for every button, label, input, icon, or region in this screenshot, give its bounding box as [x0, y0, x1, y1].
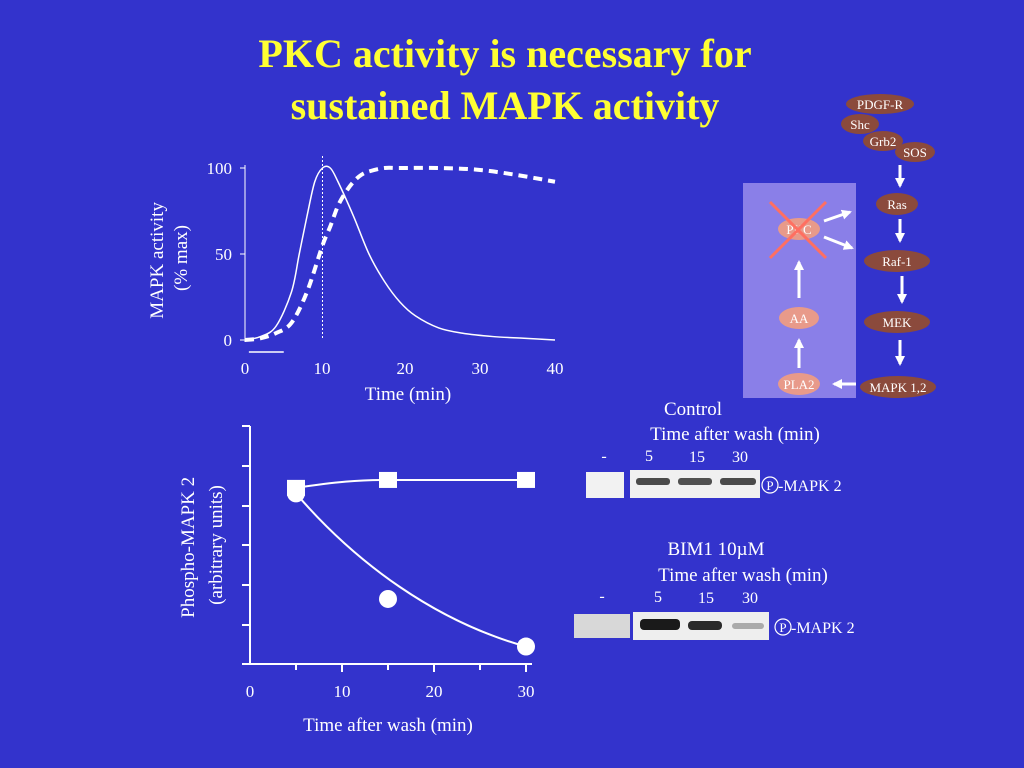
slide-title: PKC activity is necessary for sustained … [150, 28, 860, 132]
bim1-blot-labels: BIM1 10µM Time after wash (min) - 5 15 3… [599, 539, 854, 637]
control-blot-image [586, 470, 760, 498]
chart2-point-circle [517, 637, 535, 656]
node-sos-label: SOS [903, 145, 927, 160]
chart2-point-circle [287, 484, 305, 503]
control-blot-labels: Control Time after wash (min) - 5 15 30 … [601, 399, 841, 495]
chart2-y-ticks [242, 425, 250, 665]
bim1-blot-image [574, 612, 769, 640]
bim1-band [732, 623, 764, 629]
control-lane-label: 30 [732, 449, 748, 466]
chart2-x-axis-label: Time after wash (min) [303, 715, 473, 736]
node-mapk-1-2 [860, 376, 936, 398]
arrow-pkc-raf [823, 235, 854, 250]
control-blot-title: Control [664, 399, 722, 420]
control-phospho-symbol: P [766, 478, 773, 493]
chart2-x-ticks [295, 664, 527, 672]
chart1-series-dashed-line [244, 165, 556, 342]
node-aa [779, 307, 819, 329]
chart1-ytick-label: 0 [224, 331, 233, 350]
chart2-series-group [287, 471, 535, 656]
chart1-y-label-line2: (% max) [171, 225, 192, 291]
node-grb2-label: Grb2 [870, 134, 897, 149]
control-blot-lane-minus [586, 472, 624, 498]
bim1-blot-subtitle: Time after wash (min) [658, 565, 828, 586]
chart1-ytick-label: 50 [215, 245, 232, 264]
bim1-lane-label: 30 [742, 590, 758, 607]
chart1-x-axis-label: Time (min) [365, 384, 451, 405]
control-band [678, 478, 712, 485]
chart1-xtick-label: 20 [397, 359, 414, 378]
node-ras [876, 193, 918, 215]
arrow-pkc-ras [823, 209, 852, 223]
bim1-lane-label: 5 [654, 589, 662, 606]
pkc-inhibited-cross-icon [768, 200, 828, 260]
bim1-band [688, 621, 722, 630]
chart2-point-square [517, 471, 535, 488]
title-line-1: PKC activity is necessary for [258, 31, 752, 76]
bim1-band [640, 619, 680, 630]
node-grb2 [863, 131, 903, 151]
bim1-lane-label: - [599, 588, 604, 605]
chart1-y-axis-label: MAPK activity (% max) [147, 197, 192, 318]
chart2-xtick-label: 30 [518, 682, 535, 701]
bim1-lane-label: 15 [698, 590, 714, 607]
mapk-activity-chart: 100 50 0 0 10 20 30 40 Time (min) MAPK a… [147, 156, 564, 405]
bim1-blot-protein-label: -MAPK 2 [791, 620, 855, 637]
node-shc [841, 114, 879, 134]
control-lane-label: - [601, 448, 606, 465]
chart1-xtick-label: 0 [241, 359, 250, 378]
control-lane-label: 15 [689, 449, 705, 466]
node-pla2 [778, 373, 820, 395]
control-lane-label: 5 [645, 448, 653, 465]
bim1-blot-lane-minus [574, 614, 630, 638]
chart2-y-axis-label: Phospho-MAPK 2 (arbitrary units) [178, 472, 227, 618]
bim1-blot-title: BIM1 10µM [668, 539, 765, 560]
control-band [720, 478, 756, 485]
chart2-xtick-label: 10 [334, 682, 351, 701]
chart1-ytick-label: 100 [207, 159, 233, 178]
phospho-mapk-chart: 0 10 20 30 Time after wash (min) Phospho… [178, 425, 535, 736]
chart2-fit-curve-square [295, 478, 526, 489]
chart2-y-label-line1: Phospho-MAPK 2 [178, 477, 199, 618]
chart1-series-solid-line [244, 165, 556, 341]
node-pdgf-r [846, 94, 914, 114]
chart2-point-square [379, 471, 397, 488]
node-raf-1-label: Raf-1 [882, 254, 912, 269]
control-blot-subtitle: Time after wash (min) [650, 424, 820, 445]
bim1-phospho-symbol: P [779, 620, 786, 635]
phospho-circle-icon [774, 618, 792, 636]
chart2-xtick-label: 20 [426, 682, 443, 701]
node-mapk-1-2-label: MAPK 1,2 [869, 380, 926, 395]
chart1-y-label-line1: MAPK activity [147, 202, 168, 319]
control-band [636, 478, 670, 485]
control-blot-protein-label: -MAPK 2 [778, 478, 842, 495]
node-ras-label: Ras [887, 197, 907, 212]
node-mek-label: MEK [883, 315, 913, 330]
node-raf-1 [864, 250, 930, 272]
chart2-y-label-line2: (arbitrary units) [206, 485, 227, 605]
title-line-2: sustained MAPK activity [290, 83, 720, 128]
node-mek [864, 311, 930, 333]
node-sos [895, 142, 935, 162]
chart2-point-circle [379, 589, 397, 608]
node-pla2-label: PLA2 [783, 377, 814, 392]
node-pdgf-r-label: PDGF-R [857, 97, 904, 112]
chart2-xtick-label: 0 [246, 682, 255, 701]
node-shc-label: Shc [850, 117, 870, 132]
chart1-xtick-label: 30 [472, 359, 489, 378]
chart1-xtick-label: 40 [547, 359, 564, 378]
chart2-fit-curve-circle [295, 492, 527, 648]
chart1-y-ticks [240, 167, 245, 341]
phospho-circle-icon [761, 476, 779, 494]
pathway-diagram: PDGF-R Shc Grb2 SOS Ras Raf-1 MEK MAPK 1… [743, 94, 936, 398]
chart1-xtick-label: 10 [314, 359, 331, 378]
node-aa-label: AA [790, 311, 809, 326]
